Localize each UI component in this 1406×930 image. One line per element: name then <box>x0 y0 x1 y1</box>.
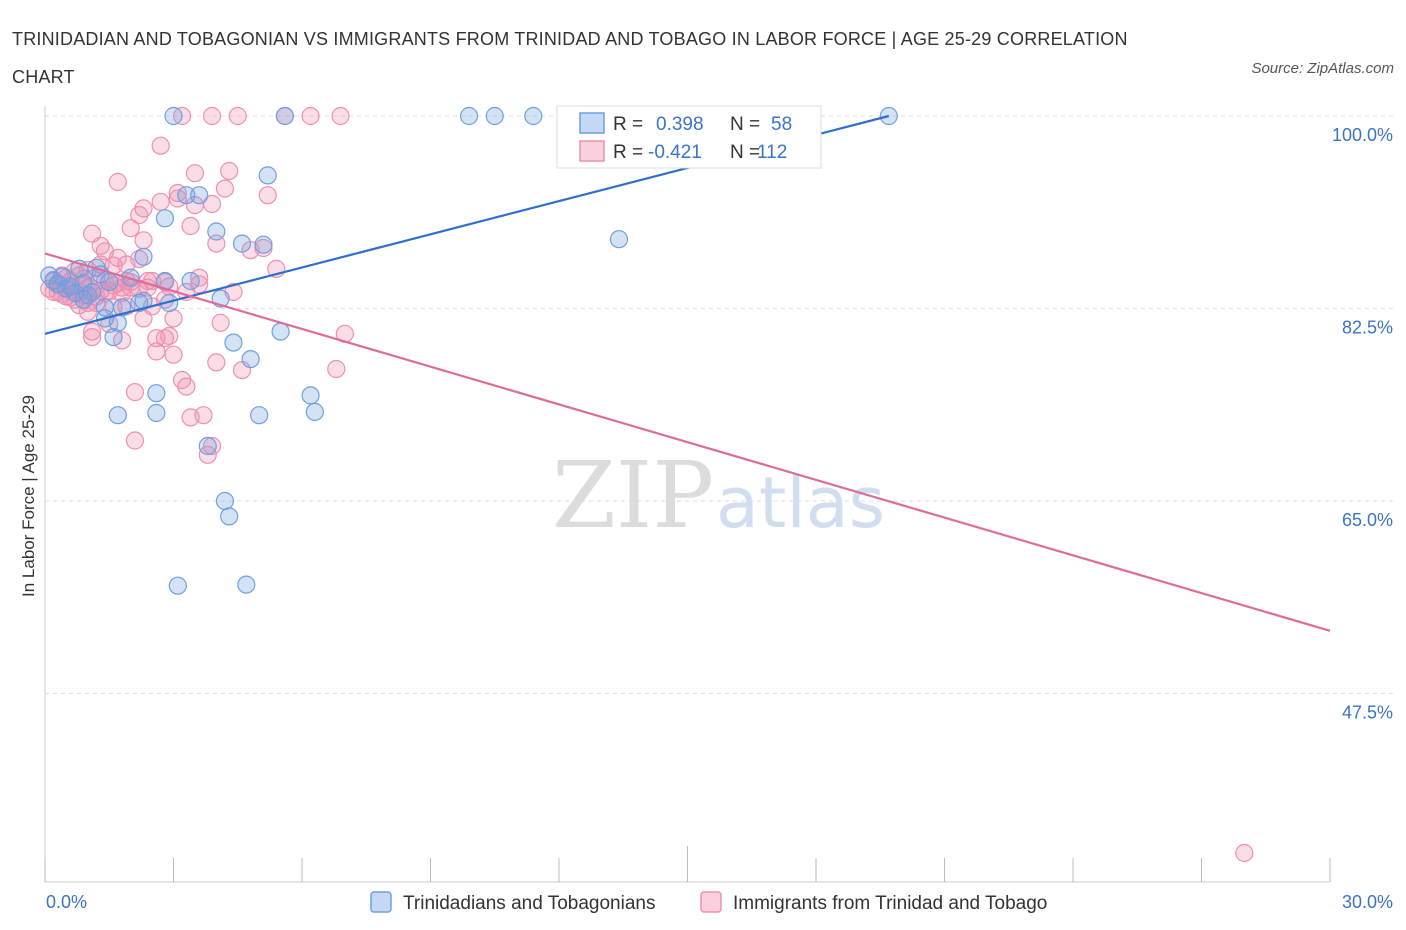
point-trinidadians <box>207 222 226 241</box>
point-trinidadians <box>237 575 256 594</box>
point-immigrants <box>121 219 140 238</box>
point-immigrants <box>134 231 153 250</box>
point-immigrants <box>215 179 234 198</box>
legend-swatch-blue <box>370 891 392 913</box>
point-immigrants <box>228 106 247 126</box>
source-label: Source: ZipAtlas.com <box>1251 60 1394 77</box>
point-trinidadians <box>112 298 132 317</box>
point-trinidadians <box>100 273 119 292</box>
point-immigrants <box>202 106 222 126</box>
points-layer <box>40 106 1254 863</box>
watermark: ZIP atlas <box>552 442 885 549</box>
point-immigrants <box>125 431 145 450</box>
watermark-zip: ZIP <box>552 442 714 549</box>
legend: Trinidadians and Tobagonians Immigrants … <box>370 891 1047 914</box>
point-immigrants <box>151 192 170 211</box>
point-immigrants <box>202 194 222 214</box>
point-immigrants <box>155 329 175 348</box>
point-trinidadians <box>301 386 320 405</box>
point-immigrants <box>134 309 153 328</box>
legend-label-pink: Immigrants from Trinidad and Tobago <box>733 893 1047 914</box>
point-immigrants <box>211 313 230 332</box>
point-trinidadians <box>198 436 217 456</box>
chart-title: TRINIDADIAN AND TOBAGONIAN VS IMMIGRANTS… <box>12 29 1128 87</box>
y-tick-label: 47.5% <box>1342 703 1393 723</box>
stats-swatch-blue <box>579 112 605 134</box>
point-trinidadians <box>524 106 543 126</box>
point-trinidadians <box>275 106 294 126</box>
point-trinidadians <box>53 267 72 286</box>
point-trinidadians <box>485 106 504 126</box>
y-tick-label: 65.0% <box>1342 510 1393 530</box>
point-immigrants <box>194 406 213 425</box>
point-trinidadians <box>609 230 629 249</box>
point-trinidadians <box>104 328 123 347</box>
point-trinidadians <box>224 333 243 352</box>
point-trinidadians <box>250 406 269 425</box>
point-trinidadians <box>241 350 260 369</box>
point-immigrants <box>181 216 200 236</box>
point-trinidadians <box>147 403 166 423</box>
stats-n-label: N = <box>730 114 760 135</box>
point-trinidadians <box>232 234 252 253</box>
stats-swatch-pink <box>579 140 605 162</box>
point-immigrants <box>185 164 205 183</box>
stats-box: R = 0.398 N = 58 R = -0.421 N = 112 <box>556 105 822 169</box>
point-trinidadians <box>459 106 479 126</box>
y-tick-label: 100.0% <box>1332 125 1393 145</box>
point-trinidadians <box>181 271 200 291</box>
point-immigrants <box>147 342 166 361</box>
point-immigrants <box>1235 843 1254 863</box>
point-immigrants <box>134 199 153 218</box>
point-trinidadians <box>164 106 183 126</box>
point-trinidadians <box>155 209 175 228</box>
point-immigrants <box>164 309 183 328</box>
point-immigrants <box>331 106 350 126</box>
stats-r-value: -0.421 <box>648 142 702 163</box>
point-immigrants <box>83 328 102 347</box>
point-immigrants <box>220 161 239 181</box>
stats-r-label: R = <box>613 114 643 135</box>
point-immigrants <box>202 436 222 456</box>
point-immigrants <box>177 377 196 396</box>
stats-n-value: 112 <box>757 142 787 163</box>
x-tick-label: 0.0% <box>46 892 87 912</box>
point-immigrants <box>112 284 132 303</box>
legend-swatch-pink <box>700 891 722 913</box>
point-immigrants <box>207 353 226 372</box>
point-trinidadians <box>74 290 93 309</box>
point-trinidadians <box>305 402 324 421</box>
y-tick-label: 82.5% <box>1342 318 1393 338</box>
stats-n-value: 58 <box>771 114 792 135</box>
point-trinidadians <box>254 235 273 254</box>
axes-layer: 0.0% 30.0% <box>44 106 1393 912</box>
point-immigrants <box>108 172 127 192</box>
legend-label-blue: Trinidadians and Tobagonians <box>403 893 655 914</box>
point-trinidadians <box>271 322 290 341</box>
stats-r-value: 0.398 <box>656 114 704 135</box>
point-immigrants <box>83 322 102 341</box>
trend-line-immigrants <box>44 252 1331 632</box>
point-immigrants <box>125 383 145 402</box>
point-immigrants <box>151 136 170 155</box>
point-immigrants <box>301 106 320 126</box>
point-trinidadians <box>215 491 234 511</box>
point-trinidadians <box>147 384 166 403</box>
stats-r-label: R = <box>613 142 643 163</box>
x-tick-label: 30.0% <box>1342 892 1393 912</box>
point-trinidadians <box>220 507 239 526</box>
point-trinidadians <box>177 186 196 205</box>
point-immigrants <box>258 186 277 205</box>
point-trinidadians <box>134 247 153 266</box>
point-immigrants <box>327 359 346 379</box>
stats-n-label: N = <box>730 142 760 163</box>
y-axis-title: In Labor Force | Age 25-29 <box>19 395 38 597</box>
point-trinidadians <box>190 186 209 205</box>
point-trinidadians <box>258 166 277 185</box>
grid-layer: 100.0% 82.5% 65.0% 47.5% <box>45 115 1395 723</box>
point-immigrants <box>164 345 183 364</box>
point-trinidadians <box>168 576 187 595</box>
point-trinidadians <box>108 406 127 425</box>
